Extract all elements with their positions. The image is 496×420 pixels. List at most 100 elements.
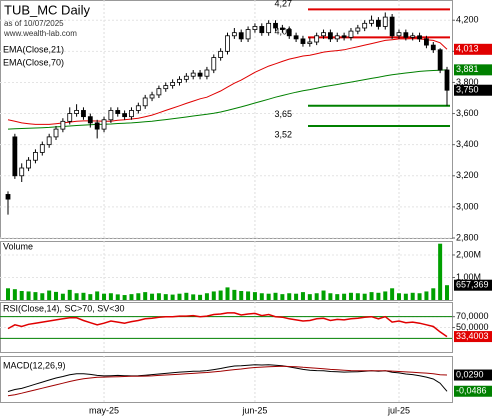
y-tick-label: 3,400 <box>456 139 479 149</box>
volume-bar <box>156 293 161 300</box>
y-tick-label: 1,00M <box>456 272 481 282</box>
volume-bar <box>252 292 257 300</box>
y-tick-label: 2,00M <box>456 249 481 259</box>
ema-line <box>7 69 448 130</box>
volume-bar <box>88 294 93 300</box>
x-tick-label: jun-25 <box>241 405 267 415</box>
candle-body <box>74 110 79 114</box>
source: www.wealth-lab.com <box>3 29 77 38</box>
candle-body <box>204 69 210 77</box>
pane-title: Volume <box>3 241 33 251</box>
grid <box>0 0 455 403</box>
candle-body <box>53 128 59 138</box>
volume-bar <box>12 289 17 300</box>
candle-body <box>190 72 196 77</box>
candle-body <box>129 110 134 118</box>
volume-bar <box>150 293 155 300</box>
candle-body <box>437 49 443 71</box>
volume-bar <box>218 290 223 300</box>
end-label-box <box>454 385 492 397</box>
volume-bar <box>47 290 52 300</box>
candle-body <box>135 105 141 111</box>
candle-body <box>39 144 45 153</box>
candle-body <box>286 29 292 37</box>
candle-body <box>12 136 18 177</box>
candle-body <box>410 35 416 38</box>
pane-border <box>0 0 453 239</box>
candle-body <box>225 35 230 52</box>
volume-bar <box>232 289 237 300</box>
volume-bar <box>362 293 367 300</box>
end-label: -0,0486 <box>456 386 487 396</box>
candle-body <box>430 44 436 51</box>
volume-bar <box>431 288 436 300</box>
volume-bar <box>191 294 196 300</box>
candle-body <box>46 136 52 146</box>
candle-body <box>81 110 86 118</box>
volume-bar <box>410 292 415 300</box>
candle-body <box>211 57 217 71</box>
volume-bar <box>26 291 31 300</box>
y-tick-label: 3,800 <box>456 77 479 87</box>
candle-body <box>197 72 203 77</box>
candle-body <box>300 38 306 44</box>
volume-bar <box>376 292 381 300</box>
volume-bar <box>129 294 134 300</box>
candle-body <box>183 75 189 80</box>
candle-body <box>369 19 374 24</box>
candle-body <box>396 32 402 37</box>
candle-body <box>33 152 38 161</box>
volume-bar <box>294 293 299 300</box>
candle-body <box>444 69 450 91</box>
candle-body <box>424 38 429 46</box>
candle-body <box>231 32 237 37</box>
volume-bar <box>390 288 395 300</box>
y-tick-label: 2,800 <box>456 232 479 242</box>
pane-title: MACD(12,26,9) <box>3 360 66 370</box>
candle-body <box>142 97 148 107</box>
volume-bar <box>396 293 401 300</box>
candle-body <box>321 32 326 37</box>
level-label: 3,65 <box>274 109 292 119</box>
volume-bar <box>445 285 449 300</box>
chart-title: TUB_MC Daily <box>4 2 90 17</box>
y-tick-label: 4,200 <box>456 15 479 25</box>
candle-body <box>163 85 169 90</box>
candle-body <box>5 194 11 200</box>
volume-bar <box>54 291 59 300</box>
candle-body <box>362 22 368 29</box>
end-label-box <box>454 279 492 291</box>
volume-bar <box>102 293 107 300</box>
volume-bar <box>438 243 443 300</box>
volume-bar <box>314 293 319 300</box>
volume-bar <box>383 291 388 300</box>
volume-bar <box>81 292 86 300</box>
candle-body <box>389 16 395 37</box>
candle-body <box>355 27 361 32</box>
candle-body <box>87 116 93 124</box>
volume-bar <box>115 294 120 300</box>
candle-body <box>273 22 278 29</box>
volume-bar <box>300 292 305 300</box>
end-label-box <box>454 369 492 381</box>
volume-bar <box>307 294 312 300</box>
end-label-box <box>454 331 492 343</box>
candle-body <box>376 19 381 27</box>
candle-body <box>218 50 224 58</box>
legend-entry: EMA(Close,21) <box>3 44 64 54</box>
end-label: 0,0290 <box>456 369 484 379</box>
volume-bar <box>403 293 408 300</box>
volume-bar <box>143 292 148 300</box>
end-label: 4,013 <box>456 44 479 54</box>
candle-body <box>403 32 409 38</box>
candle-body <box>177 78 182 83</box>
pane-border <box>0 241 453 301</box>
candle-body <box>334 35 340 40</box>
candle-body <box>156 88 162 96</box>
candle-body <box>149 94 155 99</box>
candle-body <box>170 82 176 86</box>
volume-bar <box>198 294 203 300</box>
volume-bar <box>369 292 374 300</box>
labels: TUB_MC Daily as of 10/07/2025 www.wealth… <box>3 0 492 415</box>
pane-border <box>0 356 453 403</box>
